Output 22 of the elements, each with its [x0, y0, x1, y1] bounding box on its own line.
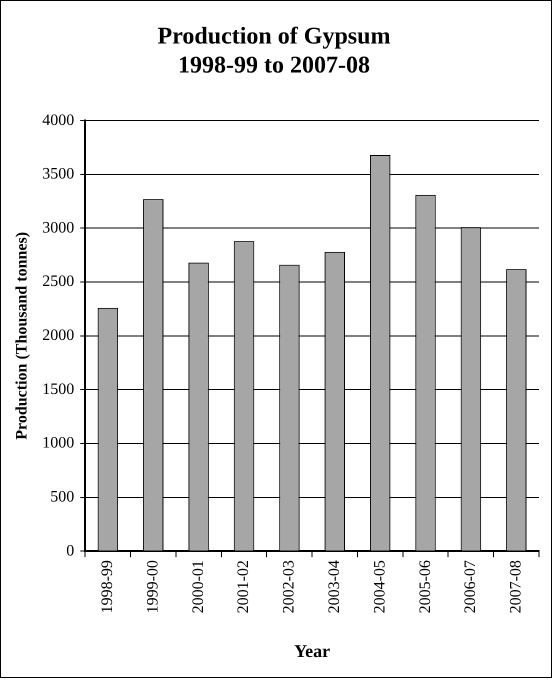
x-tick-label: 1999-00 [144, 560, 162, 614]
x-tick-label: 2001-02 [235, 560, 252, 614]
x-axis-title: Year [294, 640, 330, 661]
y-tick-label: 0 [66, 542, 74, 560]
y-tick-label: 1000 [42, 434, 74, 452]
x-tick-label: 2002-03 [280, 560, 298, 614]
y-tick-label: 500 [50, 488, 74, 506]
y-axis-title: Production (Thousand tonnes) [14, 232, 31, 440]
x-tick-label: 2005-06 [416, 560, 434, 614]
y-tick-label: 3000 [42, 219, 74, 236]
y-tick-label: 2000 [42, 327, 74, 344]
x-tick-label: 2007-08 [508, 560, 525, 614]
x-tick-label: 2000-01 [190, 560, 207, 614]
y-tick-label: 3500 [42, 166, 74, 183]
x-tick-label: 2004-05 [371, 560, 388, 614]
y-tick-label: 2500 [42, 273, 74, 290]
y-tick-label: 1500 [42, 380, 74, 398]
x-tick-label: 1998-99 [99, 560, 116, 614]
y-tick-label: 4000 [42, 112, 74, 129]
x-tick-label: 2003-04 [326, 560, 343, 614]
x-tick-label: 2006-07 [462, 560, 480, 614]
chart-title: Production of Gypsum 1998-99 to 2007-08 [158, 24, 390, 78]
